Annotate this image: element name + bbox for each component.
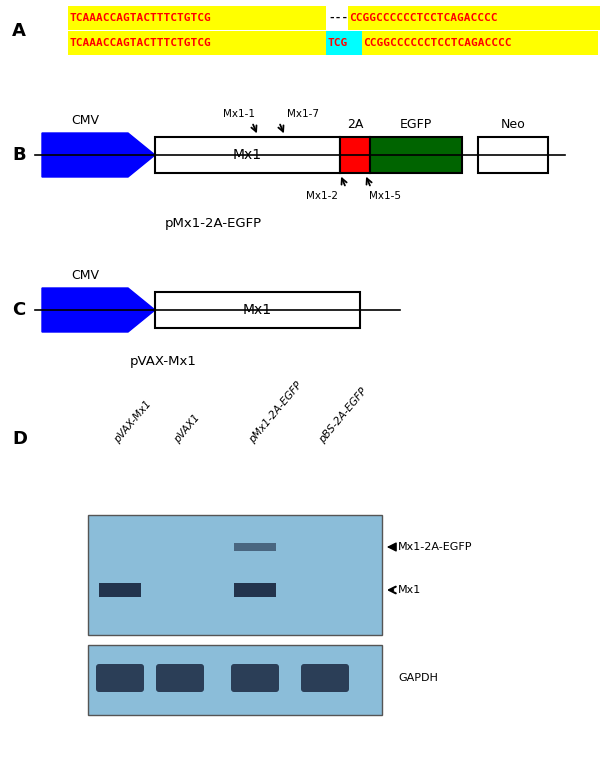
Bar xyxy=(326,31,362,55)
Text: 2A: 2A xyxy=(347,118,363,131)
Text: GAPDH: GAPDH xyxy=(398,673,438,683)
FancyBboxPatch shape xyxy=(231,664,279,692)
Text: Mx1: Mx1 xyxy=(398,585,421,595)
Bar xyxy=(88,645,382,715)
Text: ---: --- xyxy=(328,13,348,23)
Text: EGFP: EGFP xyxy=(400,118,432,131)
Text: pBS-2A-EGFP: pBS-2A-EGFP xyxy=(317,387,369,445)
Text: CMV: CMV xyxy=(71,114,99,127)
Bar xyxy=(68,31,326,55)
Bar xyxy=(68,6,326,30)
Text: Mx1-1: Mx1-1 xyxy=(223,109,255,119)
Text: pMx1-2A-EGFP: pMx1-2A-EGFP xyxy=(247,380,304,445)
Bar xyxy=(340,137,370,173)
Polygon shape xyxy=(42,133,155,177)
Text: pVAX-Mx1: pVAX-Mx1 xyxy=(130,355,197,368)
Text: pMx1-2A-EGFP: pMx1-2A-EGFP xyxy=(165,217,262,230)
FancyBboxPatch shape xyxy=(301,664,349,692)
Bar xyxy=(99,583,141,597)
Text: B: B xyxy=(12,146,26,164)
Text: Mx1-7: Mx1-7 xyxy=(287,109,319,119)
Text: Neo: Neo xyxy=(500,118,526,131)
Text: Mx1: Mx1 xyxy=(243,303,272,317)
Text: Mx1: Mx1 xyxy=(233,148,262,162)
Bar xyxy=(155,292,360,328)
Text: TCG: TCG xyxy=(327,38,347,48)
Text: A: A xyxy=(12,21,26,39)
Text: pVAX1: pVAX1 xyxy=(172,412,202,445)
Text: TCAAACCAGTACTTTCTGTCG: TCAAACCAGTACTTTCTGTCG xyxy=(69,38,211,48)
Bar xyxy=(362,31,598,55)
Text: TCAAACCAGTACTTTCTGTCG: TCAAACCAGTACTTTCTGTCG xyxy=(69,13,211,23)
Text: Mx1-2: Mx1-2 xyxy=(306,191,338,201)
Bar xyxy=(88,515,382,635)
Bar xyxy=(370,137,462,173)
FancyBboxPatch shape xyxy=(156,664,204,692)
Bar xyxy=(348,6,600,30)
Text: Mx1-5: Mx1-5 xyxy=(369,191,401,201)
FancyBboxPatch shape xyxy=(96,664,144,692)
Text: C: C xyxy=(12,301,25,319)
Polygon shape xyxy=(42,288,155,332)
Text: CCGGCCCCCCTCCTCAGACCCC: CCGGCCCCCCTCCTCAGACCCC xyxy=(349,13,497,23)
Text: CCGGCCCCCCTCCTCAGACCCC: CCGGCCCCCCTCCTCAGACCCC xyxy=(363,38,511,48)
Bar xyxy=(234,583,276,597)
Text: D: D xyxy=(12,430,27,448)
Bar xyxy=(478,137,548,173)
Bar xyxy=(234,543,276,551)
Text: pVAX-Mx1: pVAX-Mx1 xyxy=(112,399,153,445)
Text: CMV: CMV xyxy=(71,269,99,282)
Bar xyxy=(155,137,340,173)
Text: Mx1-2A-EGFP: Mx1-2A-EGFP xyxy=(398,542,473,552)
